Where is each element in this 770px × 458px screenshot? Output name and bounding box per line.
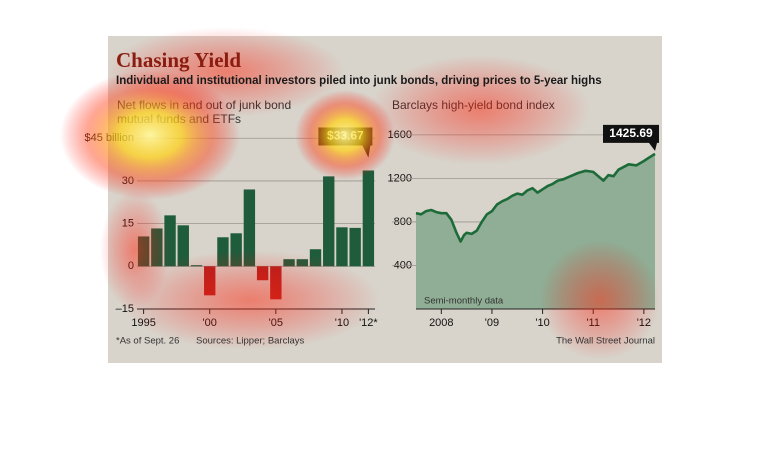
chart-title: Chasing Yield bbox=[116, 48, 241, 72]
data-label: $33.67 bbox=[327, 129, 364, 143]
bar bbox=[243, 189, 256, 267]
x-tick-label: 1995 bbox=[131, 317, 155, 329]
y-tick-label: –15 bbox=[116, 303, 134, 315]
x-tick-label: '10 bbox=[535, 317, 549, 329]
bar bbox=[137, 236, 150, 267]
bar bbox=[296, 259, 308, 267]
x-tick-label: '12* bbox=[359, 317, 378, 329]
bar bbox=[336, 227, 348, 267]
bar bbox=[283, 259, 295, 267]
chart-subtitle: Individual and institutional investors p… bbox=[116, 75, 602, 87]
bar bbox=[230, 233, 242, 267]
x-tick-label: '10 bbox=[335, 317, 349, 329]
line bbox=[415, 152, 656, 243]
bar bbox=[323, 176, 335, 267]
bar bbox=[256, 266, 269, 281]
annotation-box bbox=[603, 124, 659, 151]
credit: The Wall Street Journal bbox=[556, 336, 655, 347]
y-tick-label: 0 bbox=[128, 260, 134, 272]
bar bbox=[349, 227, 361, 267]
x-tick-label: '05 bbox=[269, 317, 283, 329]
bar bbox=[204, 266, 216, 296]
bar bbox=[151, 228, 163, 267]
y-tick-label: 30 bbox=[122, 175, 134, 187]
footnote: *As of Sept. 26 bbox=[116, 336, 179, 347]
x-tick-label: '11 bbox=[586, 317, 600, 329]
x-tick-label: '12 bbox=[637, 317, 651, 329]
panel-heading: Barclays high-yield bond index bbox=[392, 98, 555, 112]
x-tick-label: 2008 bbox=[429, 317, 453, 329]
bar bbox=[270, 266, 282, 300]
bar bbox=[177, 225, 189, 267]
x-tick-label: '00 bbox=[203, 317, 217, 329]
x-tick-label: '09 bbox=[485, 317, 499, 329]
bar bbox=[164, 215, 176, 267]
y-tick-label: $45 billion bbox=[84, 132, 134, 144]
bar bbox=[190, 265, 203, 267]
y-tick-label: 15 bbox=[122, 218, 134, 230]
note: Semi-monthly data bbox=[424, 296, 504, 307]
bar bbox=[362, 170, 375, 267]
source: Sources: Lipper; Barclays bbox=[196, 336, 304, 347]
end-label: 1425.69 bbox=[609, 126, 653, 140]
bar bbox=[217, 237, 229, 267]
bar bbox=[309, 249, 322, 267]
